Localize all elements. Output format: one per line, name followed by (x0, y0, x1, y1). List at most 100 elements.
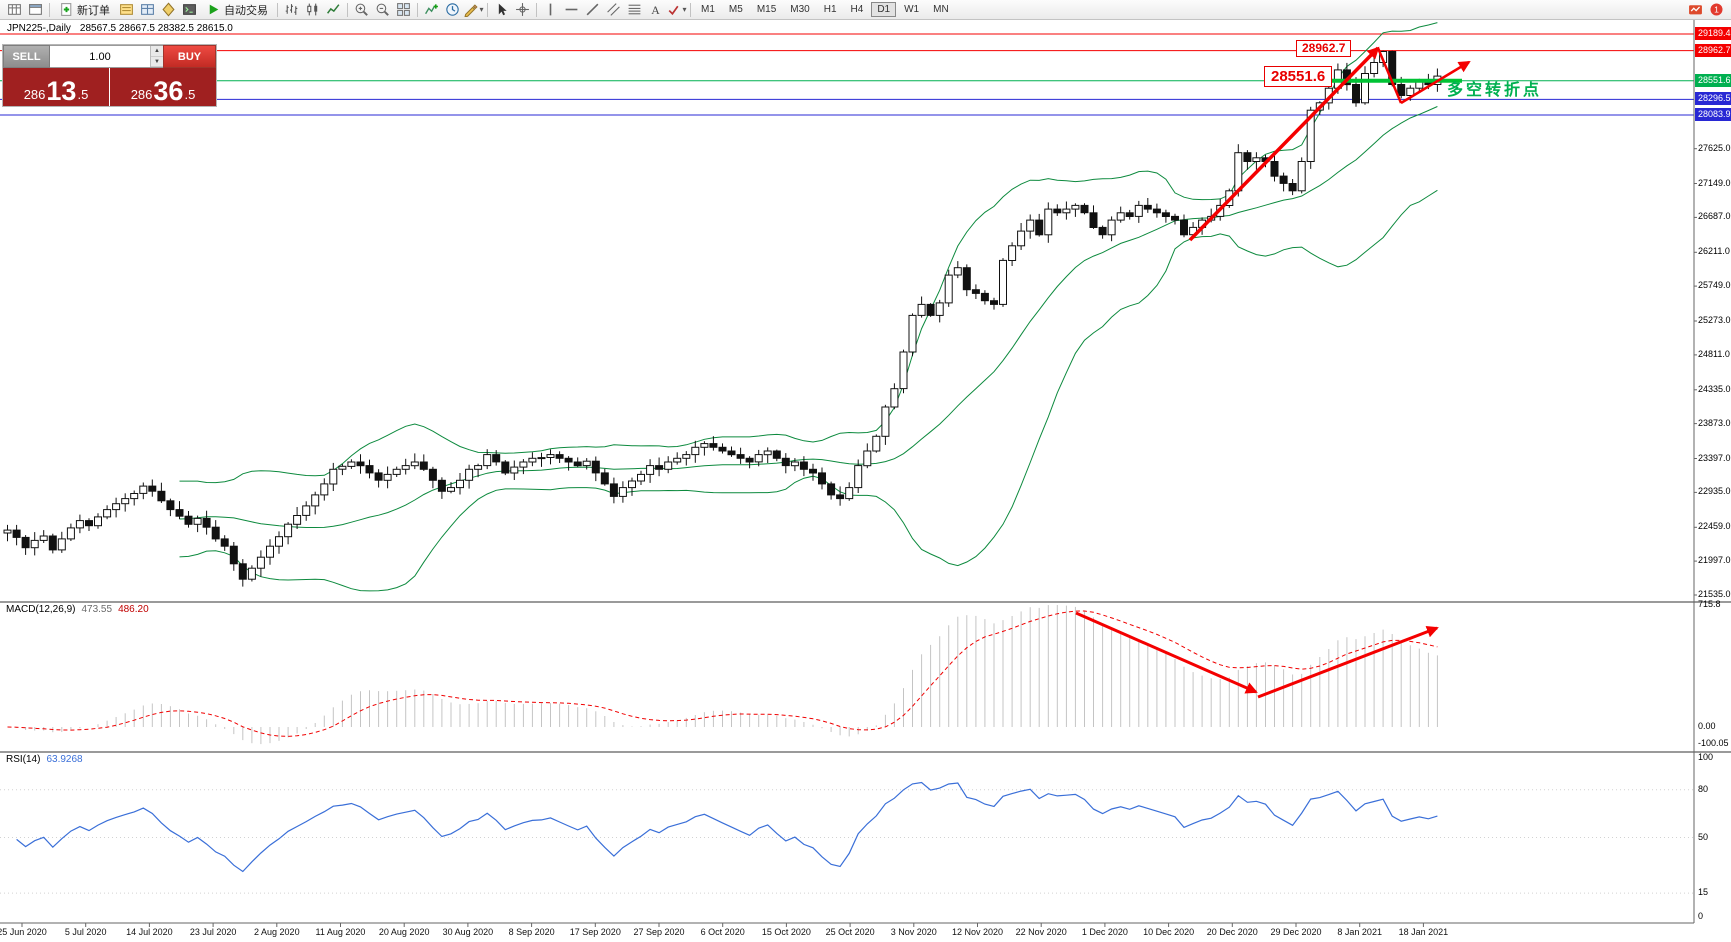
buy-button[interactable]: BUY (163, 45, 216, 68)
periods-icon[interactable] (442, 1, 463, 19)
timeframe-MN[interactable]: MN (927, 2, 955, 17)
date-label: 27 Sep 2020 (633, 927, 685, 937)
rsi-indicator-label: RSI(14) 63.9268 (6, 754, 83, 765)
price-axis-label: 23397.0 (1698, 452, 1731, 463)
date-label: 11 Aug 2020 (315, 927, 366, 937)
price-axis[interactable]: 27625.0 27149.0 26687.0 26211.0 25749.0 25273… (1695, 20, 1731, 923)
rsi-axis-label: 100 (1698, 752, 1714, 762)
timeframe-M1[interactable]: M1 (695, 2, 721, 17)
crosshair-icon[interactable] (512, 1, 533, 19)
tile-windows-icon[interactable] (393, 1, 414, 19)
fibonacci-icon[interactable] (624, 1, 645, 19)
trade-buttons-row: SELL 1.00 ▲ ▼ BUY (3, 45, 216, 68)
sell-price-big-digits: 13 (46, 76, 77, 106)
price-axis-label: 21535.0 (1698, 589, 1731, 599)
volume-down-icon[interactable]: ▼ (151, 56, 163, 67)
rsi-axis-label: 80 (1698, 783, 1709, 794)
timeframe-D1[interactable]: D1 (871, 2, 897, 17)
price-annotation-support[interactable]: 28551.6 (1264, 66, 1333, 87)
zoom-out-icon[interactable] (372, 1, 393, 19)
chart-alert-icon[interactable] (1685, 1, 1706, 19)
rsi-axis-label: 0 (1698, 911, 1704, 921)
price-annotation-high[interactable]: 28962.7 (1296, 40, 1352, 57)
date-label: 25 Jun 2020 (0, 927, 47, 937)
cursor-icon[interactable] (491, 1, 512, 19)
price-axis-label: 23873.0 (1698, 417, 1731, 428)
new-chart-icon[interactable] (4, 1, 25, 19)
toolbar-separator (536, 2, 537, 17)
toolbar-separator (347, 2, 348, 17)
sell-button[interactable]: SELL (3, 45, 50, 68)
date-label: 3 Nov 2020 (890, 927, 937, 937)
timeframe-W1[interactable]: W1 (898, 2, 925, 17)
volume-value[interactable]: 1.00 (89, 50, 111, 63)
templates-icon[interactable]: ▾ (463, 1, 484, 19)
price-axis-label: 22459.0 (1698, 521, 1731, 532)
timeframe-H4[interactable]: H4 (845, 2, 870, 17)
price-axis-label: 22935.0 (1698, 486, 1731, 497)
timeframe-M30[interactable]: M30 (784, 2, 815, 17)
macd-axis-label: 715.8 (1698, 599, 1721, 609)
date-label: 29 Dec 2020 (1270, 927, 1322, 937)
date-label: 18 Jan 2021 (1398, 927, 1449, 937)
buy-price-big-digits: 36 (153, 76, 184, 106)
svg-text:A: A (651, 4, 660, 17)
toolbar-separator (487, 2, 488, 17)
volume-spinner[interactable]: ▲ ▼ (150, 46, 163, 67)
vertical-line-icon[interactable] (540, 1, 561, 19)
date-label: 22 Nov 2020 (1015, 927, 1067, 937)
timeframe-H1[interactable]: H1 (818, 2, 843, 17)
price-axis-label: 25749.0 (1698, 280, 1731, 291)
turning-point-text[interactable]: 多空转折点 (1447, 82, 1543, 99)
notification-badge-icon[interactable]: 1 (1706, 1, 1727, 19)
macd-name: MACD(12,26,9) (6, 604, 76, 615)
macd-axis-label: 0.00 (1698, 721, 1716, 731)
date-label: 17 Sep 2020 (569, 927, 621, 937)
rsi-value: 63.9268 (46, 754, 83, 765)
zoom-in-icon[interactable] (351, 1, 372, 19)
date-label: 20 Dec 2020 (1206, 927, 1258, 937)
price-level-tag: 29189.4 (1695, 27, 1731, 40)
toolbar-separator (49, 2, 50, 17)
equidistant-channel-icon[interactable] (603, 1, 624, 19)
main-toolbar: 新订单 自动交易 ▾ A ▾ M1 M5 M15 M30 H1 H4 D1 W1 MN 1 (0, 0, 1731, 20)
buy-price-fraction: .5 (184, 87, 196, 102)
time-axis[interactable]: 25 Jun 2020 5 Jul 2020 14 Jul 2020 23 Jul 2… (0, 927, 1731, 941)
date-label: 8 Jan 2021 (1337, 927, 1382, 937)
line-chart-icon[interactable] (323, 1, 344, 19)
date-label: 6 Oct 2020 (700, 927, 745, 937)
price-axis-label: 21997.0 (1698, 555, 1731, 566)
sell-price[interactable]: 286 13.5 (3, 68, 109, 106)
indicators-icon[interactable] (421, 1, 442, 19)
market-watch-icon[interactable] (116, 1, 137, 19)
volume-field[interactable]: 1.00 ▲ ▼ (50, 45, 163, 68)
data-window-icon[interactable] (137, 1, 158, 19)
svg-text:1: 1 (1714, 5, 1719, 15)
date-label: 14 Jul 2020 (126, 927, 173, 937)
timeframe-M5[interactable]: M5 (723, 2, 749, 17)
price-level-tag: 28083.9 (1695, 108, 1731, 121)
timeframe-M15[interactable]: M15 (751, 2, 782, 17)
profiles-icon[interactable] (25, 1, 46, 19)
navigator-icon[interactable] (158, 1, 179, 19)
date-label: 25 Oct 2020 (825, 927, 875, 937)
macd-axis-label: -100.05 (1698, 738, 1729, 749)
bar-chart-icon[interactable] (281, 1, 302, 19)
volume-up-icon[interactable]: ▲ (151, 46, 163, 57)
rsi-name: RSI(14) (6, 754, 41, 765)
date-label: 20 Aug 2020 (378, 927, 430, 937)
arrow-objects-icon[interactable]: ▾ (666, 1, 687, 19)
sell-price-fraction: .5 (77, 87, 89, 102)
candlestick-chart-icon[interactable] (302, 1, 323, 19)
buy-price[interactable]: 286 36.5 (110, 68, 216, 106)
terminal-icon[interactable] (179, 1, 200, 19)
text-label-icon[interactable]: A (645, 1, 666, 19)
new-order-button[interactable]: 新订单 (53, 1, 116, 19)
date-label: 2 Aug 2020 (254, 927, 300, 937)
price-axis-label: 27625.0 (1698, 142, 1731, 153)
chart-canvas[interactable] (0, 20, 1731, 942)
horizontal-line-icon[interactable] (561, 1, 582, 19)
autotrading-button[interactable]: 自动交易 (200, 1, 274, 19)
trendline-icon[interactable] (582, 1, 603, 19)
